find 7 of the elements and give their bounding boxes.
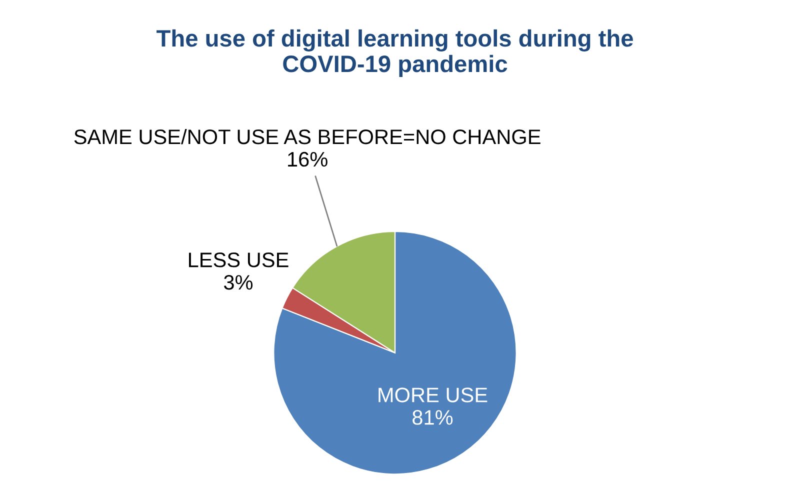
data-label: 3% <box>224 274 253 290</box>
data-label: 81% <box>412 410 453 425</box>
chart-title: The use of digital learning tools during the COVID-19 pandemic <box>156 29 633 77</box>
slice-label: SAME USE/NOT USE AS BEFORE=NO CHANGE <box>74 128 540 144</box>
data-label: 16% <box>288 152 328 167</box>
slice-label: MORE USE <box>378 388 488 402</box>
slice-label: LESS USE <box>189 252 288 268</box>
